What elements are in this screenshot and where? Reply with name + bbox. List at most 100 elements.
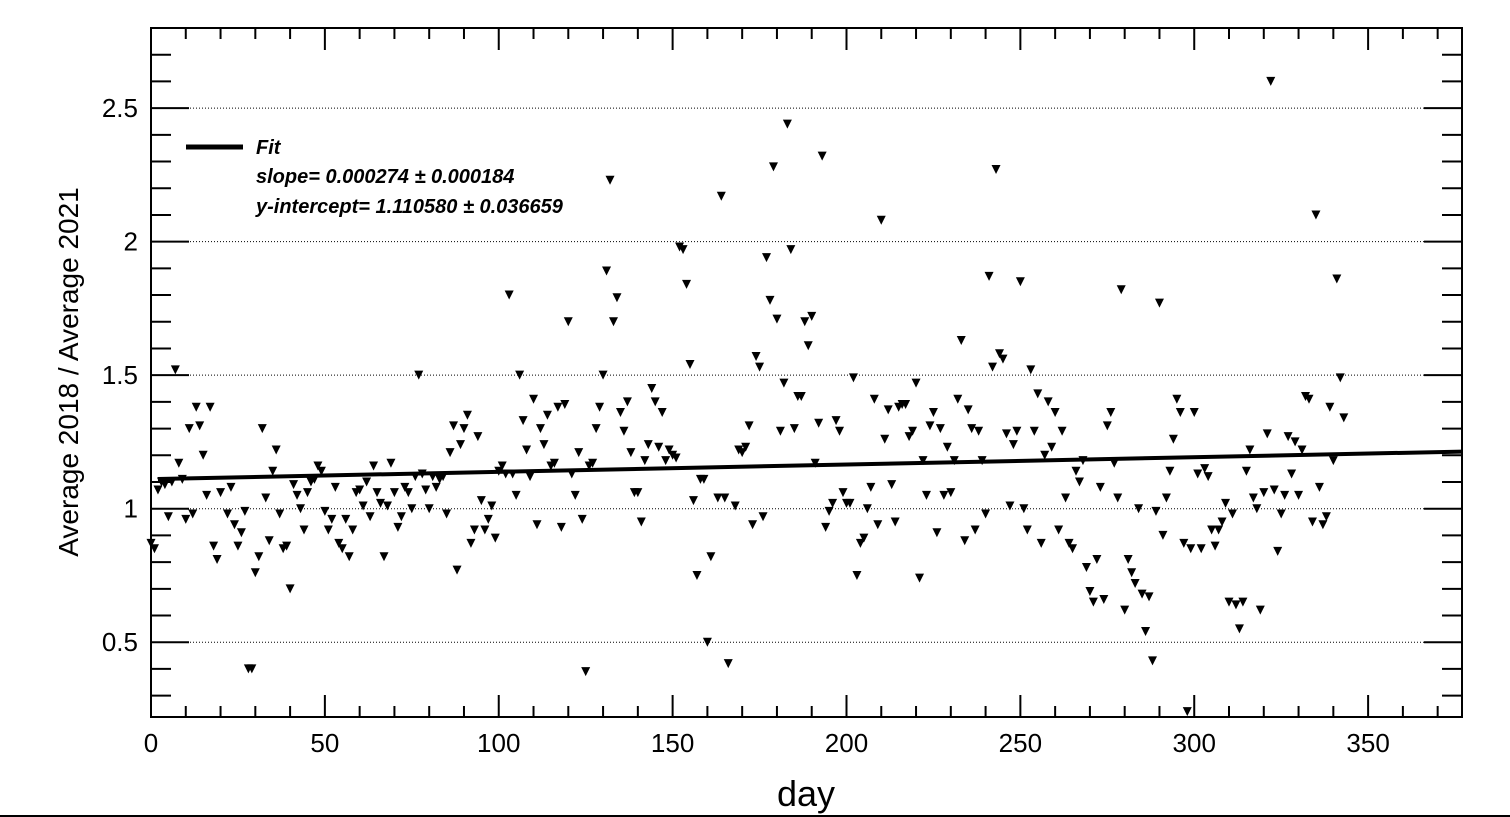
data-point	[661, 456, 671, 466]
data-point	[918, 456, 928, 466]
data-point	[1120, 605, 1130, 615]
data-point	[932, 528, 942, 538]
data-point	[320, 506, 330, 516]
data-point	[994, 349, 1004, 359]
data-point	[257, 424, 267, 434]
data-point	[1207, 525, 1217, 535]
data-point	[1095, 482, 1105, 492]
data-point	[1001, 429, 1011, 439]
data-point	[382, 501, 392, 511]
data-point	[174, 458, 184, 468]
data-point	[414, 370, 424, 380]
data-point	[1057, 426, 1067, 436]
data-point	[1161, 493, 1171, 503]
data-point	[1269, 485, 1279, 495]
data-point	[824, 506, 834, 516]
data-point	[170, 365, 180, 375]
data-point	[866, 482, 876, 492]
data-point	[1290, 437, 1300, 447]
data-point	[549, 458, 559, 468]
data-point	[817, 151, 827, 161]
data-point	[1029, 426, 1039, 436]
data-point	[953, 394, 963, 404]
data-point	[393, 522, 403, 532]
x-tick-label: 150	[651, 728, 694, 758]
data-point	[1297, 445, 1307, 455]
data-point	[682, 279, 692, 289]
data-point	[765, 295, 775, 305]
data-point	[1064, 538, 1074, 548]
data-point	[431, 482, 441, 492]
data-point	[1335, 373, 1345, 383]
data-point	[1283, 432, 1293, 442]
data-point	[702, 637, 712, 647]
data-point	[1019, 504, 1029, 514]
data-point	[261, 493, 271, 503]
data-point	[299, 525, 309, 535]
data-point	[362, 477, 372, 487]
data-point	[358, 501, 368, 511]
data-point	[212, 554, 222, 564]
data-point	[438, 472, 448, 482]
data-point	[883, 405, 893, 415]
data-point	[396, 512, 406, 522]
data-point	[153, 485, 163, 495]
data-point	[1193, 469, 1203, 479]
data-point	[191, 402, 201, 412]
data-point	[209, 541, 219, 551]
data-point	[720, 493, 730, 503]
data-point	[1043, 397, 1053, 407]
data-point	[803, 341, 813, 351]
data-point	[636, 517, 646, 527]
data-point	[1200, 464, 1210, 474]
y-tick-label: 1.5	[102, 360, 138, 390]
data-point	[998, 354, 1008, 364]
data-point	[685, 359, 695, 369]
y-tick-label: 1	[124, 494, 138, 524]
grid-lines	[151, 107, 1462, 643]
data-point	[1307, 517, 1317, 527]
data-point	[1273, 546, 1283, 556]
data-point	[400, 482, 410, 492]
data-point	[285, 584, 295, 594]
plot-frame	[150, 27, 1463, 718]
data-point	[991, 165, 1001, 175]
data-point	[223, 509, 233, 519]
data-point	[1158, 530, 1168, 540]
data-point	[240, 506, 250, 516]
data-point	[233, 541, 243, 551]
data-point	[542, 410, 552, 420]
data-point	[532, 520, 542, 530]
data-point	[462, 410, 472, 420]
data-point	[1245, 445, 1255, 455]
data-point	[744, 421, 754, 431]
data-point	[605, 175, 615, 185]
data-point	[476, 496, 486, 506]
data-point	[1179, 538, 1189, 548]
data-point	[1168, 434, 1178, 444]
data-point	[1280, 490, 1290, 500]
data-point	[1074, 477, 1084, 487]
data-point	[880, 434, 890, 444]
data-point	[1276, 509, 1286, 519]
data-point	[800, 317, 810, 327]
data-point	[699, 474, 709, 484]
data-point	[1154, 298, 1164, 308]
y-tick-label: 0.5	[102, 627, 138, 657]
data-point	[560, 400, 570, 410]
data-point	[330, 482, 340, 492]
data-point	[202, 490, 212, 500]
x-tick-label: 0	[144, 728, 158, 758]
data-point	[337, 544, 347, 554]
data-point	[372, 488, 382, 498]
data-point	[626, 448, 636, 458]
data-point	[268, 466, 278, 476]
data-point	[755, 362, 765, 372]
data-point	[1172, 394, 1182, 404]
data-point	[786, 245, 796, 255]
data-point	[650, 397, 660, 407]
data-point	[1012, 426, 1022, 436]
data-point	[1294, 490, 1304, 500]
data-point	[1036, 538, 1046, 548]
data-point	[876, 215, 886, 225]
